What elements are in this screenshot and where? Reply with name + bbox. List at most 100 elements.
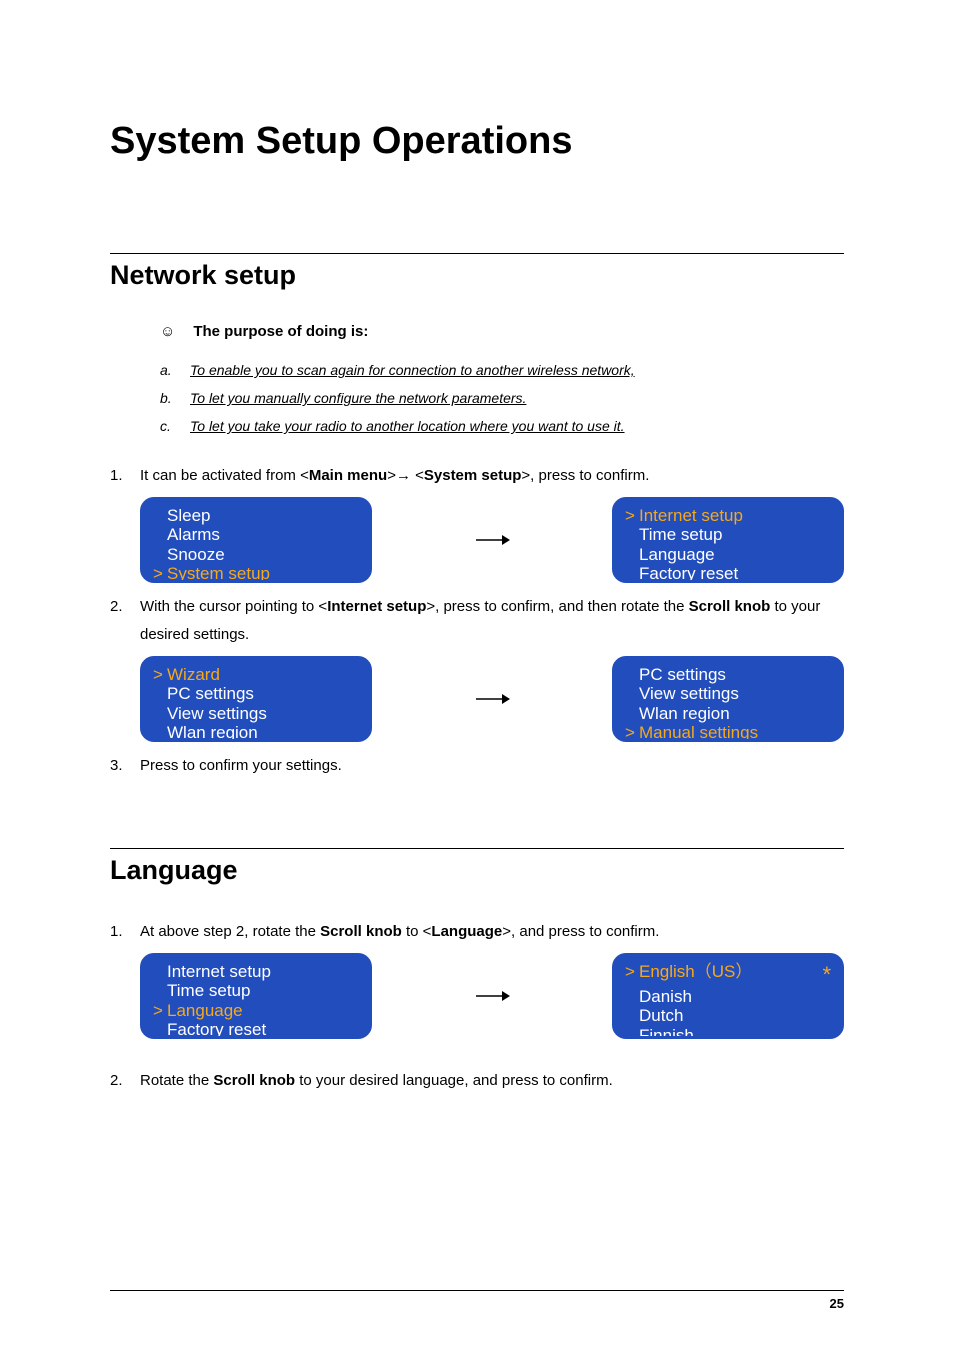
- lcd-row-label: Alarms: [167, 525, 359, 545]
- caret-icon: >: [625, 962, 639, 987]
- lcd-row: >English（US）*: [625, 962, 831, 987]
- footer-rule: [110, 1290, 844, 1291]
- purpose-item: c. To let you take your radio to another…: [160, 418, 844, 434]
- caret-icon: [625, 665, 639, 685]
- lcd-row: Danish: [625, 987, 831, 1007]
- lcd-row: Snooze: [153, 545, 359, 565]
- caret-icon: [625, 1026, 639, 1039]
- lcd-screen-language-list: >English（US）*DanishDutchFinnish: [612, 953, 844, 1039]
- step-item: 1. It can be activated from <Main menu>→…: [110, 462, 844, 583]
- caret-icon: [153, 962, 167, 982]
- arrow-icon: [372, 533, 612, 547]
- lcd-row: Wlan region: [153, 723, 359, 741]
- lcd-row: Factory reset: [625, 564, 831, 582]
- lcd-row: View settings: [153, 704, 359, 724]
- lcd-row: >Language: [153, 1001, 359, 1021]
- smiley-icon: ☺: [160, 323, 175, 340]
- lcd-row-label: Snooze: [167, 545, 359, 565]
- lcd-row: Language: [625, 545, 831, 565]
- purpose-row: ☺ The purpose of doing is:: [160, 323, 844, 340]
- lcd-row: >Manual settings: [625, 723, 831, 741]
- lcd-row-label: Language: [639, 545, 831, 565]
- purpose-label: The purpose of doing is:: [193, 323, 368, 340]
- step-item: 2. With the cursor pointing to <Internet…: [110, 593, 844, 742]
- lcd-screen-main-menu: SleepAlarmsSnooze>System setup: [140, 497, 372, 583]
- caret-icon: [625, 564, 639, 582]
- arrow-icon: [372, 989, 612, 1003]
- lcd-row-label: Time setup: [639, 525, 831, 545]
- caret-icon: [153, 684, 167, 704]
- arrow-icon: [372, 692, 612, 706]
- language-steps: 1. At above step 2, rotate the Scroll kn…: [110, 918, 844, 1095]
- page-number: 25: [830, 1296, 844, 1311]
- step-item: 2. Rotate the Scroll knob to your desire…: [110, 1067, 844, 1096]
- caret-icon: >: [153, 665, 167, 685]
- section-rule: [110, 848, 844, 849]
- caret-icon: [153, 1020, 167, 1038]
- screen-pair: >WizardPC settingsView settingsWlan regi…: [140, 656, 844, 742]
- section-rule: [110, 253, 844, 254]
- lcd-row: Dutch: [625, 1006, 831, 1026]
- caret-icon: >: [153, 564, 167, 582]
- lcd-row: Finnish: [625, 1026, 831, 1039]
- lcd-row: Wlan region: [625, 704, 831, 724]
- lcd-row-label: Internet setup: [167, 962, 359, 982]
- caret-icon: [625, 684, 639, 704]
- caret-icon: >: [153, 1001, 167, 1021]
- lcd-row: PC settings: [153, 684, 359, 704]
- lcd-row: >System setup: [153, 564, 359, 582]
- lcd-row-label: PC settings: [167, 684, 359, 704]
- lcd-screen-internet-setup: >WizardPC settingsView settingsWlan regi…: [140, 656, 372, 742]
- caret-icon: [153, 525, 167, 545]
- purpose-list: a. To enable you to scan again for conne…: [160, 362, 844, 434]
- lcd-row-label: Sleep: [167, 506, 359, 526]
- step-item: 1. At above step 2, rotate the Scroll kn…: [110, 918, 844, 1039]
- lcd-row-label: Wlan region: [639, 704, 831, 724]
- network-steps: 1. It can be activated from <Main menu>→…: [110, 462, 844, 780]
- lcd-row: Time setup: [153, 981, 359, 1001]
- caret-icon: [153, 723, 167, 741]
- caret-icon: >: [625, 723, 639, 741]
- lcd-row: Factory reset: [153, 1020, 359, 1038]
- caret-icon: [153, 981, 167, 1001]
- page-title: System Setup Operations: [110, 120, 844, 163]
- purpose-item: b. To let you manually configure the net…: [160, 390, 844, 406]
- lcd-row-label: Language: [167, 1001, 359, 1021]
- caret-icon: [153, 704, 167, 724]
- lcd-row-label: View settings: [639, 684, 831, 704]
- lcd-row: >Wizard: [153, 665, 359, 685]
- lcd-row-label: Manual settings: [639, 723, 831, 741]
- lcd-row-label: Factory reset: [167, 1020, 359, 1038]
- caret-icon: [153, 545, 167, 565]
- lcd-row-label: Wlan region: [167, 723, 359, 741]
- lcd-row-label: English（US）: [639, 962, 822, 987]
- lcd-row-label: PC settings: [639, 665, 831, 685]
- step-item: 3. Press to confirm your settings.: [110, 752, 844, 781]
- section-heading-network: Network setup: [110, 260, 844, 291]
- lcd-screen-internet-setup-scrolled: PC settingsView settingsWlan region>Manu…: [612, 656, 844, 742]
- caret-icon: [153, 506, 167, 526]
- purpose-item: a. To enable you to scan again for conne…: [160, 362, 844, 378]
- lcd-row-label: Internet setup: [639, 506, 831, 526]
- section-heading-language: Language: [110, 855, 844, 886]
- lcd-row-label: Dutch: [639, 1006, 831, 1026]
- lcd-row-label: Danish: [639, 987, 831, 1007]
- lcd-row-label: View settings: [167, 704, 359, 724]
- caret-icon: [625, 987, 639, 1007]
- lcd-row-label: System setup: [167, 564, 359, 582]
- lcd-row: Alarms: [153, 525, 359, 545]
- caret-icon: [625, 525, 639, 545]
- star-icon: *: [822, 962, 831, 987]
- caret-icon: [625, 1006, 639, 1026]
- caret-icon: [625, 704, 639, 724]
- lcd-screen-system-setup: >Internet setupTime setupLanguageFactory…: [612, 497, 844, 583]
- lcd-row: >Internet setup: [625, 506, 831, 526]
- lcd-screen-system-setup-language: Internet setupTime setup>LanguageFactory…: [140, 953, 372, 1039]
- caret-icon: [625, 545, 639, 565]
- screen-pair: SleepAlarmsSnooze>System setup >Internet…: [140, 497, 844, 583]
- caret-icon: >: [625, 506, 639, 526]
- lcd-row: Internet setup: [153, 962, 359, 982]
- lcd-row: Sleep: [153, 506, 359, 526]
- lcd-row-label: Wizard: [167, 665, 359, 685]
- lcd-row: Time setup: [625, 525, 831, 545]
